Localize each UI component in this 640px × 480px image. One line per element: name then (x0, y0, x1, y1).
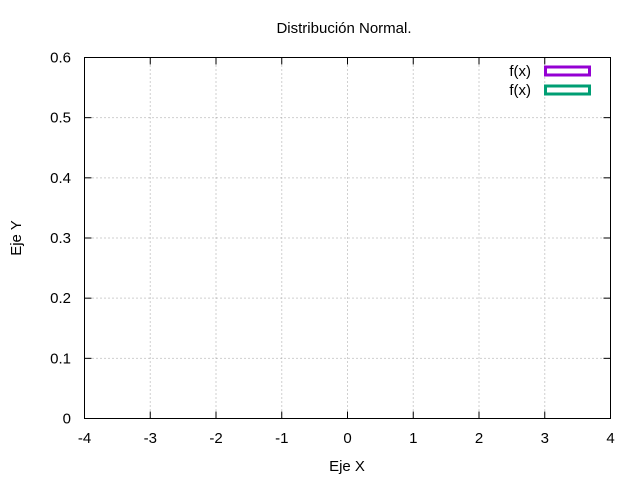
chart-legend: f(x) f(x) (509, 63, 591, 99)
grid-lines (84, 57, 611, 419)
x-axis-label: Eje X (329, 458, 365, 475)
x-tick-label: 3 (541, 430, 549, 447)
y-tick-label: 0.2 (50, 290, 71, 307)
legend-swatch (544, 84, 591, 96)
y-tick-label: 0.3 (50, 230, 71, 247)
x-tick-label: 0 (343, 430, 351, 447)
x-tick-label: -4 (78, 430, 91, 447)
x-tick-label: 1 (409, 430, 417, 447)
y-tick-label: 0.4 (50, 170, 71, 187)
legend-item-label: f(x) (509, 63, 531, 80)
y-tick-label: 0.5 (50, 110, 71, 127)
legend-item-label: f(x) (509, 82, 531, 99)
x-tick-label: 4 (606, 430, 614, 447)
x-tick-labels: -4 -3 -2 -1 0 1 2 3 4 (78, 430, 615, 447)
y-tick-label: 0 (63, 411, 71, 428)
legend-item: f(x) (509, 63, 591, 80)
y-tick-label: 0.1 (50, 350, 71, 367)
legend-swatch (544, 65, 591, 77)
x-tick-label: -1 (275, 430, 288, 447)
legend-item: f(x) (509, 82, 591, 99)
x-tick-label: -2 (209, 430, 222, 447)
chart-title: Distribución Normal. (276, 20, 411, 37)
y-tick-labels: 0 0.1 0.2 0.3 0.4 0.5 0.6 (50, 50, 71, 428)
axis-ticks (84, 57, 611, 419)
x-tick-label: 2 (475, 430, 483, 447)
y-axis-label: Eje Y (8, 220, 25, 256)
y-tick-label: 0.6 (50, 50, 71, 67)
x-tick-label: -3 (144, 430, 157, 447)
